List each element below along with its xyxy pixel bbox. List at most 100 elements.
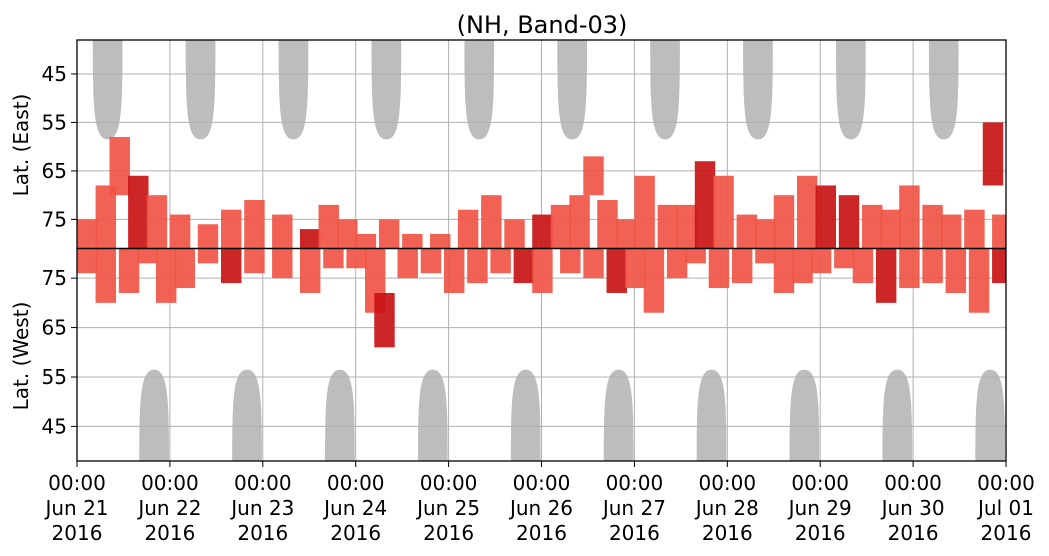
echo-east-28 xyxy=(676,204,697,249)
echo-east-3 xyxy=(128,175,149,249)
echo-east-36 xyxy=(838,195,860,249)
echo-east-33 xyxy=(773,195,795,249)
y-tick-label-east: 55 xyxy=(42,110,67,134)
shade-west-4 xyxy=(510,369,541,461)
echo-east-4 xyxy=(146,195,168,249)
echo-west-18 xyxy=(467,248,488,284)
echo-east-35 xyxy=(815,185,836,249)
echo-east-42 xyxy=(964,209,985,249)
echo-west-40 xyxy=(945,248,967,293)
x-tick-label: 2016 xyxy=(144,521,195,545)
x-tick-label: 00:00 xyxy=(977,471,1035,495)
shade-east-6 xyxy=(650,40,680,140)
echo-west-27 xyxy=(666,248,688,279)
x-tick-label: 2016 xyxy=(609,521,660,545)
x-tick-label: Jun 22 xyxy=(136,496,201,520)
echo-east-13 xyxy=(355,233,377,249)
x-tick-label: 2016 xyxy=(888,521,939,545)
shade-east-1 xyxy=(185,40,216,140)
echo-east-41 xyxy=(940,214,962,249)
echo-west-15 xyxy=(397,248,418,279)
shade-east-3 xyxy=(371,40,402,140)
echo-west-30 xyxy=(731,248,753,284)
x-tick-label: Jun 23 xyxy=(229,496,294,520)
y-tick-label-west: 75 xyxy=(42,266,67,290)
echo-east-27 xyxy=(657,204,679,249)
x-tick-label: 00:00 xyxy=(234,471,292,495)
echo-east-40 xyxy=(922,204,943,249)
echo-east-38 xyxy=(880,209,902,249)
x-tick-label: Jul 01 xyxy=(976,496,1034,520)
echo-east-30 xyxy=(713,175,734,249)
y-tick-label-west: 45 xyxy=(42,414,67,438)
echo-east-19 xyxy=(504,219,525,249)
echo-west-4 xyxy=(155,248,177,303)
x-tick-label: 00:00 xyxy=(420,471,478,495)
echo-west-2 xyxy=(118,248,140,293)
echo-west-16 xyxy=(420,248,442,274)
echo-east-21 xyxy=(550,204,572,249)
echo-west-42 xyxy=(992,248,1006,284)
echo-west-31 xyxy=(755,248,776,264)
echo-east-25 xyxy=(615,219,637,249)
echo-west-6 xyxy=(197,248,219,264)
echo-west-35 xyxy=(834,248,855,269)
x-tick-label: Jun 24 xyxy=(322,496,387,520)
shade-west-6 xyxy=(696,369,727,461)
echo-east-39 xyxy=(899,185,920,249)
shade-east-7 xyxy=(743,40,773,140)
chart-title: (NH, Band-03) xyxy=(457,11,628,39)
echo-east-37 xyxy=(862,204,883,249)
echo-west-11 xyxy=(323,248,344,269)
x-tick-label: 00:00 xyxy=(606,471,664,495)
x-tick-label: 00:00 xyxy=(141,471,199,495)
echo-west-8 xyxy=(244,248,265,274)
x-tick-label: Jun 27 xyxy=(601,496,666,520)
echo-east-0 xyxy=(77,219,98,249)
echo-west-24 xyxy=(606,248,627,293)
y-axis-label-west: Lat. (West) xyxy=(9,302,33,411)
y-tick-label-west: 65 xyxy=(42,316,67,340)
x-tick-label: 2016 xyxy=(795,521,846,545)
y-tick-label-east: 45 xyxy=(42,62,67,86)
echo-east-24 xyxy=(597,200,618,249)
echo-east-29 xyxy=(694,161,716,249)
x-tick-label: 00:00 xyxy=(48,471,106,495)
echo-west-3 xyxy=(137,248,158,264)
echo-west-22 xyxy=(560,248,581,274)
x-tick-label: 2016 xyxy=(423,521,474,545)
x-tick-label: Jun 28 xyxy=(694,496,759,520)
echo-east-23 xyxy=(583,156,604,196)
echo-east-20 xyxy=(532,214,553,249)
x-tick-label: 2016 xyxy=(52,521,103,545)
night-shade-layer xyxy=(92,40,1006,461)
x-tick-label: 2016 xyxy=(702,521,753,545)
echo-west-25 xyxy=(625,248,646,289)
echo-west-39 xyxy=(922,248,943,284)
x-tick-label: 2016 xyxy=(981,521,1032,545)
echo-west-7 xyxy=(220,248,242,284)
echo-west-23 xyxy=(583,248,604,279)
echo-east-12 xyxy=(337,219,358,249)
echo-east-7 xyxy=(220,209,242,249)
echo-west-33 xyxy=(792,248,813,284)
shade-east-8 xyxy=(835,40,866,140)
echo-west-12 xyxy=(346,248,367,269)
y-tick-label-west: 55 xyxy=(42,365,67,389)
shade-east-9 xyxy=(928,40,959,140)
shade-west-5 xyxy=(603,369,634,461)
x-tick-label: 00:00 xyxy=(884,471,942,495)
x-tick-label: Jun 25 xyxy=(415,496,480,520)
shade-west-2 xyxy=(325,369,355,461)
echo-east-10 xyxy=(299,229,321,249)
echo-west-32 xyxy=(773,248,795,293)
echo-east-44 xyxy=(992,214,1006,249)
echo-west-29 xyxy=(708,248,730,289)
echo-east-5 xyxy=(169,214,191,249)
shade-east-0 xyxy=(92,40,123,140)
shade-east-4 xyxy=(464,40,495,140)
echo-west-9 xyxy=(272,248,293,279)
shade-west-8 xyxy=(882,369,913,461)
y-axis-label-east: Lat. (East) xyxy=(9,94,33,197)
